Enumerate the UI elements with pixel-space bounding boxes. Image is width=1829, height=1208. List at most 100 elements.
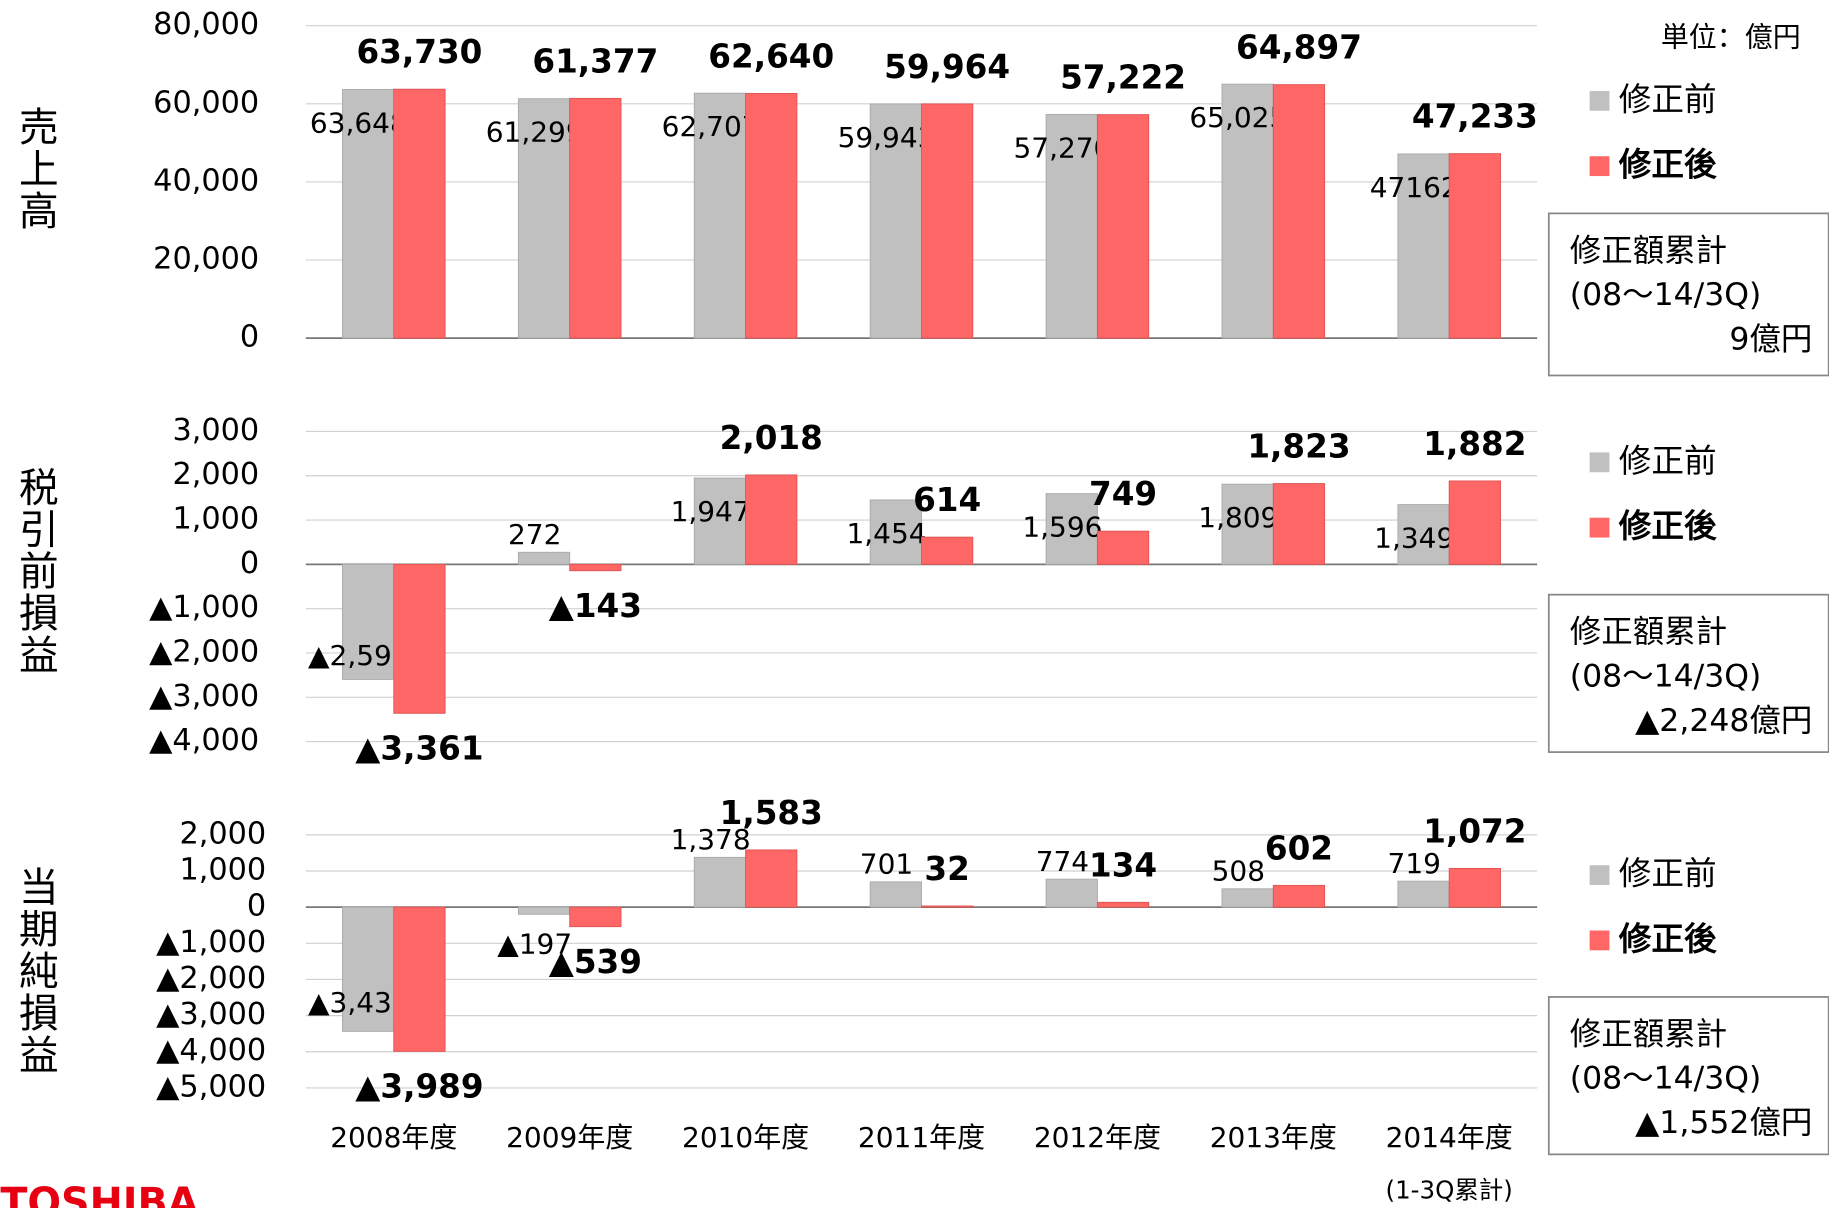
bar <box>393 563 446 714</box>
bar <box>393 906 446 1052</box>
bar <box>342 906 395 1032</box>
value-label: 719 <box>1388 847 1441 880</box>
x-tick-label: 2010年度 <box>682 1121 809 1154</box>
y-tick-label: ▲2,000 <box>149 634 259 669</box>
y-tick-label: 40,000 <box>153 163 259 198</box>
bar <box>569 97 622 339</box>
note-text: 修正額累計 <box>1570 1016 1727 1052</box>
y-tick-label: ▲1,000 <box>149 590 259 625</box>
y-tick-label: 2,000 <box>172 457 259 492</box>
bar <box>1045 493 1098 565</box>
y-tick-label: 0 <box>247 889 266 924</box>
value-label: 1,454 <box>846 517 926 550</box>
bar <box>1221 888 1274 908</box>
value-label: 1,378 <box>671 823 751 856</box>
value-label: 32 <box>924 850 969 888</box>
bar <box>921 536 974 565</box>
note-text: 修正額累計 <box>1570 233 1727 269</box>
y-tick-label: 1,000 <box>179 853 266 888</box>
bar <box>1096 901 1150 908</box>
bar <box>1096 114 1150 339</box>
bar <box>1397 153 1450 339</box>
bar <box>1272 483 1326 565</box>
legend-swatch <box>1589 865 1610 886</box>
x-tick-note: (1-3Q累計) <box>1386 1176 1513 1205</box>
y-tick-label: 80,000 <box>153 7 259 42</box>
value-label: 272 <box>508 518 561 551</box>
value-label: 1,072 <box>1423 812 1526 850</box>
value-label: 602 <box>1265 829 1333 867</box>
value-label: 1,947 <box>671 495 751 528</box>
value-label: 61,299 <box>486 116 584 149</box>
value-label: 1,583 <box>720 794 823 832</box>
value-label: 1,809 <box>1198 501 1278 534</box>
bar <box>517 906 571 915</box>
value-label: 47162 <box>1370 171 1459 204</box>
bar <box>921 103 974 339</box>
bar <box>1397 504 1450 565</box>
bar <box>1045 878 1098 908</box>
bar <box>569 906 622 928</box>
bar <box>342 89 395 339</box>
y-tick-label: 3,000 <box>172 413 259 448</box>
bar <box>1397 880 1450 908</box>
legend-swatch <box>1589 90 1610 111</box>
bar <box>745 849 798 908</box>
bar <box>921 905 974 908</box>
legend-label: 修正前 <box>1619 855 1717 893</box>
legend-swatch <box>1589 517 1610 538</box>
y-tick-label: ▲4,000 <box>156 1033 266 1068</box>
value-label: ▲3,436 <box>308 986 410 1019</box>
value-label: ▲3,361 <box>355 730 483 768</box>
note-text: ▲1,552億円 <box>1635 1105 1812 1141</box>
panel-title: 売上高 <box>12 106 58 232</box>
value-label: ▲143 <box>549 587 642 625</box>
value-label: 59,964 <box>884 48 1010 86</box>
bar <box>1221 483 1274 565</box>
value-label: 2,018 <box>720 419 823 457</box>
bar <box>869 103 922 339</box>
value-label: ▲197 <box>497 928 572 961</box>
bar <box>869 881 922 908</box>
value-label: 62,707 <box>662 110 760 143</box>
bar <box>1045 113 1098 339</box>
y-tick-label: ▲4,000 <box>149 723 259 758</box>
bar <box>393 88 446 339</box>
value-label: 1,882 <box>1423 425 1526 463</box>
y-tick-label: ▲1,000 <box>156 925 266 960</box>
y-tick-label: ▲3,000 <box>156 997 266 1032</box>
bar <box>569 563 622 572</box>
bar <box>342 563 395 680</box>
value-label: 65,025 <box>1189 101 1287 134</box>
note-text: (08～14/3Q) <box>1570 658 1762 694</box>
value-label: 1,596 <box>1022 511 1102 544</box>
x-tick-label: 2009年度 <box>506 1121 633 1154</box>
bar <box>1272 884 1326 908</box>
bar <box>1448 867 1501 908</box>
bar <box>745 474 798 565</box>
note-text: (08～14/3Q) <box>1570 277 1762 313</box>
value-label: 64,897 <box>1236 29 1362 67</box>
unit-label: 単位：億円 <box>1661 20 1801 53</box>
x-tick-label: 2012年度 <box>1034 1121 1161 1154</box>
x-tick-label: 2011年度 <box>858 1121 985 1154</box>
bar <box>693 477 747 565</box>
legend-swatch <box>1589 156 1610 177</box>
value-label: ▲2,597 <box>308 639 410 672</box>
legend-label: 修正前 <box>1619 442 1717 480</box>
value-label: 508 <box>1212 854 1265 887</box>
legend-swatch <box>1589 930 1610 951</box>
value-label: 57,270 <box>1013 131 1111 164</box>
value-label: 1,349 <box>1374 522 1454 555</box>
y-tick-label: ▲5,000 <box>156 1069 266 1104</box>
bar <box>1096 530 1150 565</box>
bar <box>745 92 798 339</box>
note-text: 9億円 <box>1729 321 1812 357</box>
y-tick-label: 60,000 <box>153 85 259 120</box>
value-label: 701 <box>860 848 913 881</box>
x-tick-label: 2013年度 <box>1210 1121 1337 1154</box>
y-tick-label: ▲3,000 <box>149 679 259 714</box>
value-label: 614 <box>913 481 981 519</box>
value-label: ▲3,989 <box>355 1068 483 1106</box>
